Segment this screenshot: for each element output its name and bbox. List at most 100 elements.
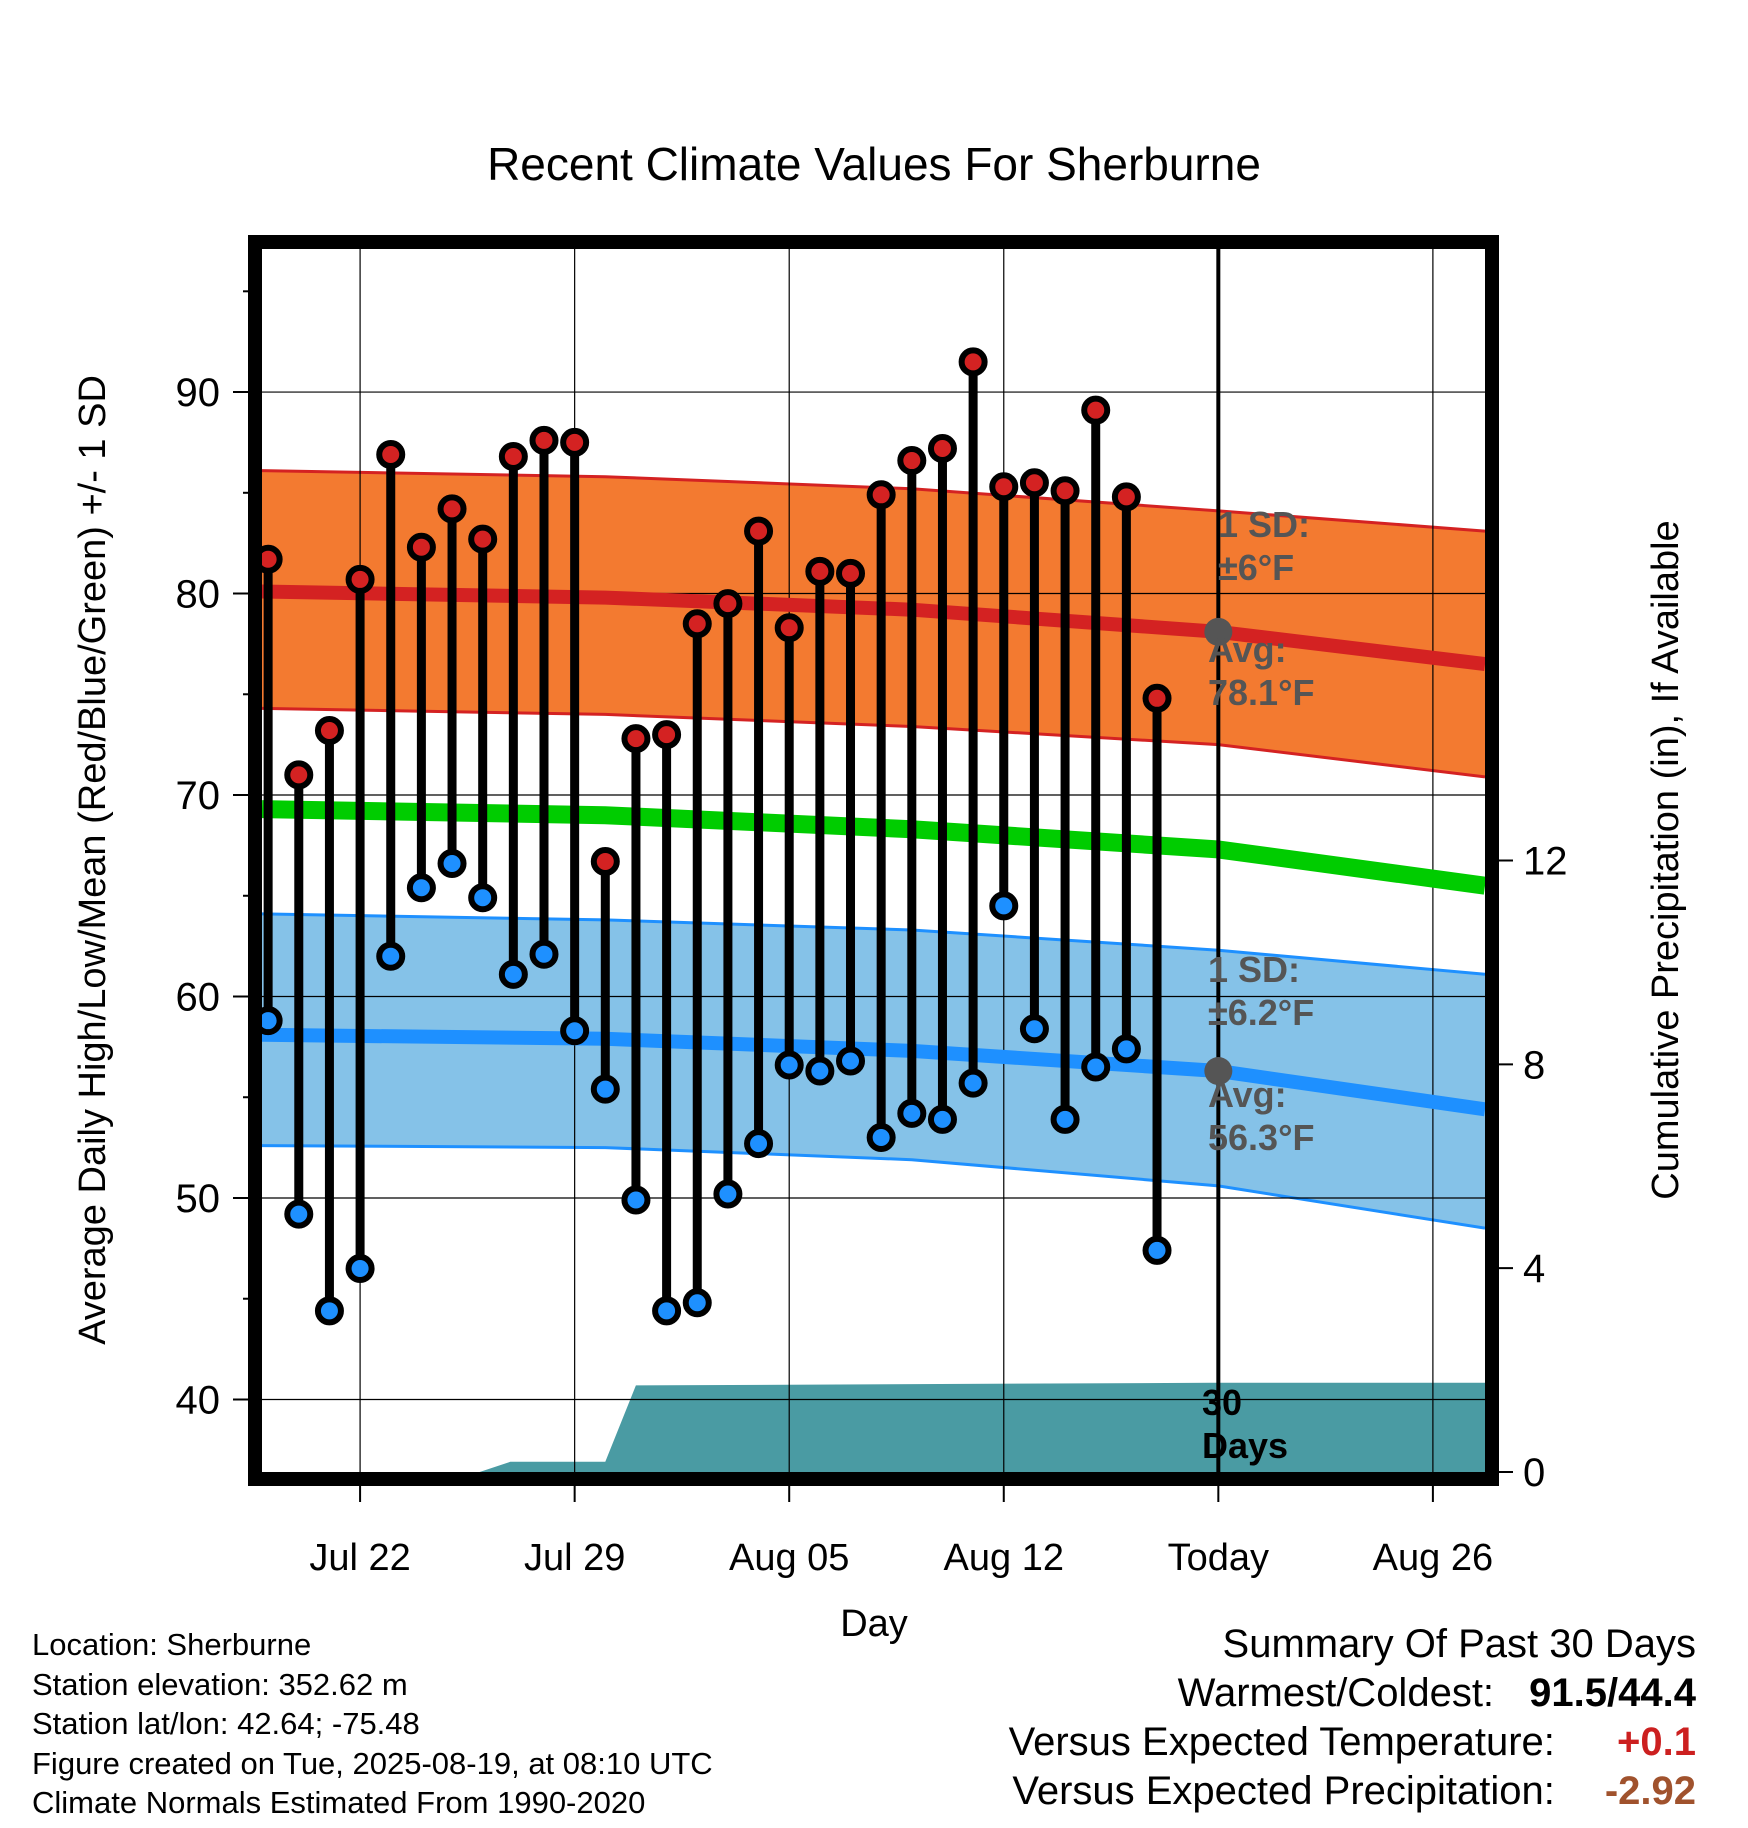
- station-info: Location: Sherburne Station elevation: 3…: [32, 1625, 713, 1823]
- low-sd-band: [262, 913, 1485, 1229]
- y-tick-label: 60: [176, 976, 221, 1020]
- temp-departure-label: Versus Expected Temperature:: [1008, 1720, 1555, 1764]
- daily-high-point: [621, 724, 651, 754]
- warmest-coldest-row: Warmest/Coldest: 91.5/44.4: [1009, 1669, 1696, 1718]
- daily-low-point: [744, 1129, 774, 1159]
- warmest-coldest-label: Warmest/Coldest:: [1177, 1671, 1495, 1715]
- low-avg-label: Avg:: [1208, 1074, 1287, 1115]
- daily-high-point: [682, 609, 712, 639]
- summary-panel: Summary Of Past 30 Days Warmest/Coldest:…: [1009, 1620, 1696, 1816]
- x-tick-label: Jul 22: [309, 1537, 410, 1579]
- created-text: Figure created on Tue, 2025-08-19, at 08…: [32, 1745, 713, 1781]
- daily-low-point: [836, 1046, 866, 1076]
- precipitation-area: [262, 1382, 1485, 1472]
- y2-axis-label: Cumulative Precipitation (in), If Availa…: [1645, 520, 1687, 1199]
- daily-low-point: [437, 849, 467, 879]
- daily-low-point: [958, 1068, 988, 1098]
- high-sd-band: [262, 470, 1485, 777]
- daily-low-point: [560, 1016, 590, 1046]
- y2-tick-label: 4: [1523, 1247, 1545, 1291]
- low-lower-line: [262, 1144, 1485, 1230]
- daily-low-point: [376, 941, 406, 971]
- low-avg-value: 56.3°F: [1208, 1117, 1314, 1158]
- today-high-avg-marker: [1204, 617, 1233, 646]
- y-axis-label: Average Daily High/Low/Mean (Red/Blue/Gr…: [72, 375, 114, 1345]
- daily-high-point: [345, 564, 375, 594]
- period-number: 30: [1202, 1382, 1242, 1423]
- daily-high-point: [652, 720, 682, 750]
- high-sd-label: 1 SD:: [1218, 504, 1310, 545]
- daily-high-point: [1142, 683, 1172, 713]
- daily-low-point: [652, 1296, 682, 1326]
- daily-high-point: [989, 472, 1019, 502]
- daily-high-point: [529, 425, 559, 455]
- y2-tick-label: 0: [1523, 1451, 1545, 1495]
- daily-high-point: [560, 427, 590, 457]
- daily-high-point: [1050, 476, 1080, 506]
- temp-departure-row: Versus Expected Temperature: +0.1: [1009, 1718, 1696, 1767]
- daily-high-point: [406, 532, 436, 562]
- daily-high-point: [805, 556, 835, 586]
- daily-low-point: [262, 1006, 283, 1036]
- daily-low-point: [468, 883, 498, 913]
- daily-low-point: [314, 1296, 344, 1326]
- daily-low-point: [529, 939, 559, 969]
- y-tick-label: 80: [176, 573, 221, 617]
- y-tick-label: 50: [176, 1177, 221, 1221]
- warmest-coldest-value: 91.5/44.4: [1529, 1671, 1696, 1715]
- daily-high-point: [897, 446, 927, 476]
- daily-low-point: [406, 873, 436, 903]
- y-tick-label: 70: [176, 774, 221, 818]
- low-sd-value: ±6.2°F: [1208, 992, 1314, 1033]
- daily-low-point: [284, 1199, 314, 1229]
- x-tick-label: Aug 26: [1373, 1537, 1493, 1579]
- elevation-text: Station elevation: 352.62 m: [32, 1666, 408, 1702]
- daily-high-point: [1019, 468, 1049, 498]
- daily-low-point: [1142, 1235, 1172, 1265]
- x-tick-label: Jul 29: [524, 1537, 625, 1579]
- daily-low-point: [498, 959, 528, 989]
- daily-high-point: [713, 589, 743, 619]
- daily-high-point: [1081, 395, 1111, 425]
- daily-high-point: [498, 442, 528, 472]
- daily-low-point: [621, 1185, 651, 1215]
- precip-departure-value: -2.92: [1604, 1769, 1696, 1813]
- high-avg-value: 78.1°F: [1208, 672, 1314, 713]
- plot-area: [262, 249, 1485, 1472]
- chart-title: Recent Climate Values For Sherburne: [487, 138, 1261, 190]
- daily-high-point: [262, 544, 283, 574]
- daily-high-point: [836, 558, 866, 588]
- high-avg-label: Avg:: [1208, 629, 1287, 670]
- daily-high-point: [744, 516, 774, 546]
- daily-high-point: [437, 494, 467, 524]
- low-sd-label: 1 SD:: [1208, 949, 1300, 990]
- y2-tick-label: 12: [1523, 840, 1568, 884]
- y-tick-label: 40: [176, 1378, 221, 1422]
- daily-low-point: [927, 1104, 957, 1134]
- daily-low-point: [345, 1254, 375, 1284]
- precip-departure-row: Versus Expected Precipitation: -2.92: [1009, 1767, 1696, 1816]
- x-axis-label: Day: [840, 1603, 908, 1645]
- y-tick-label: 90: [176, 371, 221, 415]
- daily-low-point: [713, 1179, 743, 1209]
- normals-text: Climate Normals Estimated From 1990-2020: [32, 1785, 646, 1820]
- high-sd-value: ±6°F: [1218, 547, 1294, 588]
- daily-low-point: [989, 891, 1019, 921]
- daily-low-point: [774, 1050, 804, 1080]
- daily-low-point: [590, 1074, 620, 1104]
- precip-departure-label: Versus Expected Precipitation:: [1012, 1769, 1555, 1813]
- daily-high-point: [774, 613, 804, 643]
- latlon-text: Station lat/lon: 42.64; -75.48: [32, 1706, 420, 1741]
- x-tick-label: Aug 12: [944, 1537, 1064, 1579]
- daily-low-point: [805, 1056, 835, 1086]
- temp-departure-value: +0.1: [1617, 1720, 1696, 1764]
- daily-high-point: [590, 847, 620, 877]
- location-text: Location: Sherburne: [32, 1627, 312, 1662]
- daily-low-point: [1111, 1034, 1141, 1064]
- daily-low-point: [866, 1123, 896, 1153]
- daily-low-point: [1081, 1052, 1111, 1082]
- daily-high-point: [1111, 482, 1141, 512]
- daily-high-point: [958, 347, 988, 377]
- summary-title: Summary Of Past 30 Days: [1222, 1622, 1696, 1666]
